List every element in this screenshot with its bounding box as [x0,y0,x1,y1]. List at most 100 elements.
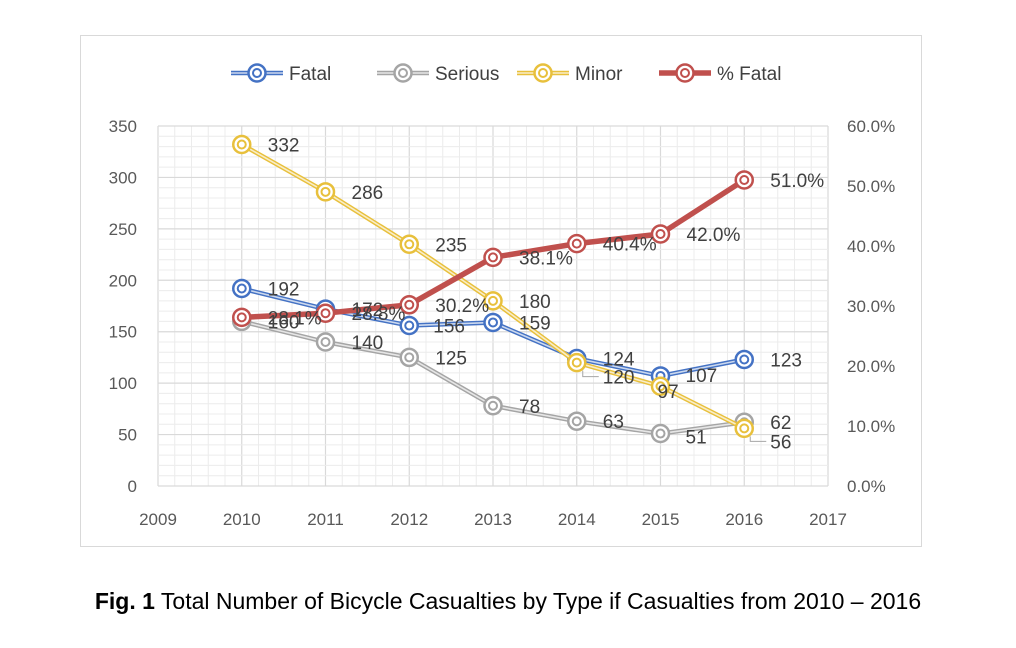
x-tick-label: 2009 [139,510,177,529]
data-point [734,170,754,190]
data-label: 51 [686,428,707,449]
data-point [232,134,252,155]
data-point-inner [571,238,582,249]
y2-tick-label: 50.0% [847,177,895,196]
data-label: 51.0% [770,171,824,192]
chart-frame: 0 50 100 150 200 250 300 350 0.0% 10.0% 20.0% 30.0%… [80,35,922,547]
legend-marker-inner [680,68,690,78]
x-tick-label: 2010 [223,510,261,529]
data-point-inner [488,252,498,263]
data-point-inner [488,400,498,411]
data-point [734,418,754,439]
legend-item: Serious [377,63,499,85]
legend-marker-inner [398,68,408,78]
data-point [399,347,419,368]
y2-tick-label: 30.0% [847,297,895,316]
data-point [399,295,419,315]
y-tick-label: 50 [118,426,137,445]
data-label: 40.4% [603,235,657,256]
data-point [483,396,503,416]
data-point-inner [655,428,666,439]
data-label: 172 [352,300,384,321]
legend-marker [675,63,695,83]
data-point [315,332,336,352]
caption-label: Fig. 1 [94,588,155,614]
data-point [483,247,503,268]
data-label: 140 [352,333,384,354]
data-point-inner [571,416,582,427]
x-tick-label: 2017 [809,510,847,529]
data-point [315,182,336,202]
data-point [567,233,587,254]
data-point [650,423,671,444]
data-point [399,315,419,336]
data-label: 42.0% [687,225,741,246]
y-tick-label: 300 [109,168,137,187]
data-point-inner [655,381,666,392]
data-point [399,234,419,255]
data-label: 120 [603,368,635,389]
data-label: 160 [268,312,300,333]
legend-item: Minor [517,63,623,85]
legend-marker [247,63,267,83]
data-point-inner [236,283,247,294]
legend-label: % Fatal [717,64,781,85]
legend-item: % Fatal [659,63,781,85]
data-label: 235 [435,235,467,256]
y-tick-label: 350 [109,117,137,136]
data-label: 192 [268,280,300,301]
data-point-inner [488,295,498,306]
data-label: 332 [268,136,300,157]
data-point-inner [488,317,498,328]
data-label: 286 [352,183,384,204]
data-point [650,376,671,396]
data-point-inner [571,357,582,368]
data-point-inner [404,299,415,310]
data-point [483,291,503,311]
series-fatal [232,170,754,328]
x-tick-label: 2012 [390,510,428,529]
data-label: 38.1% [519,248,573,269]
x-tick-label: 2016 [725,510,763,529]
data-label: 159 [519,313,551,334]
x-tick-label: 2013 [474,510,512,529]
legend-label: Fatal [289,64,331,85]
data-point [483,312,503,333]
data-point [315,303,336,323]
y2-tick-label: 20.0% [847,357,895,376]
y-tick-label: 250 [109,220,137,239]
data-label: 28.8% [352,304,406,325]
legend-marker [533,63,553,83]
legend-label: Serious [435,64,499,85]
data-point-inner [320,308,331,319]
y-tick-label: 150 [109,323,137,342]
legend-item: Fatal [231,63,331,85]
data-point [232,278,252,299]
figure-caption: Fig. 1 Total Number of Bicycle Casualtie… [0,588,1016,615]
data-label: 124 [603,349,635,370]
data-label: 78 [519,397,540,418]
y2-tick-label: 0.0% [847,477,886,496]
data-label: 28.1% [268,308,322,329]
data-point-inner [739,423,750,434]
data-label: 97 [658,382,679,403]
data-label: 156 [433,317,465,338]
data-label: 125 [435,348,467,369]
data-point-inner [236,312,247,323]
data-point [734,349,754,370]
data-point-inner [739,354,750,365]
y2-tick-label: 10.0% [847,417,895,436]
legend-marker [393,63,413,83]
gridlines [157,125,829,487]
legend-marker-inner [538,68,548,78]
data-point [650,224,671,244]
y-tick-label: 100 [109,374,137,393]
data-point [567,411,587,431]
x-tick-label: 2014 [558,510,596,529]
legend-marker-inner [252,68,262,78]
data-point-inner [655,229,666,239]
x-tick-label: 2011 [307,510,344,529]
data-point-inner [404,239,415,250]
data-label: 107 [686,366,718,387]
data-point-inner [320,337,331,347]
